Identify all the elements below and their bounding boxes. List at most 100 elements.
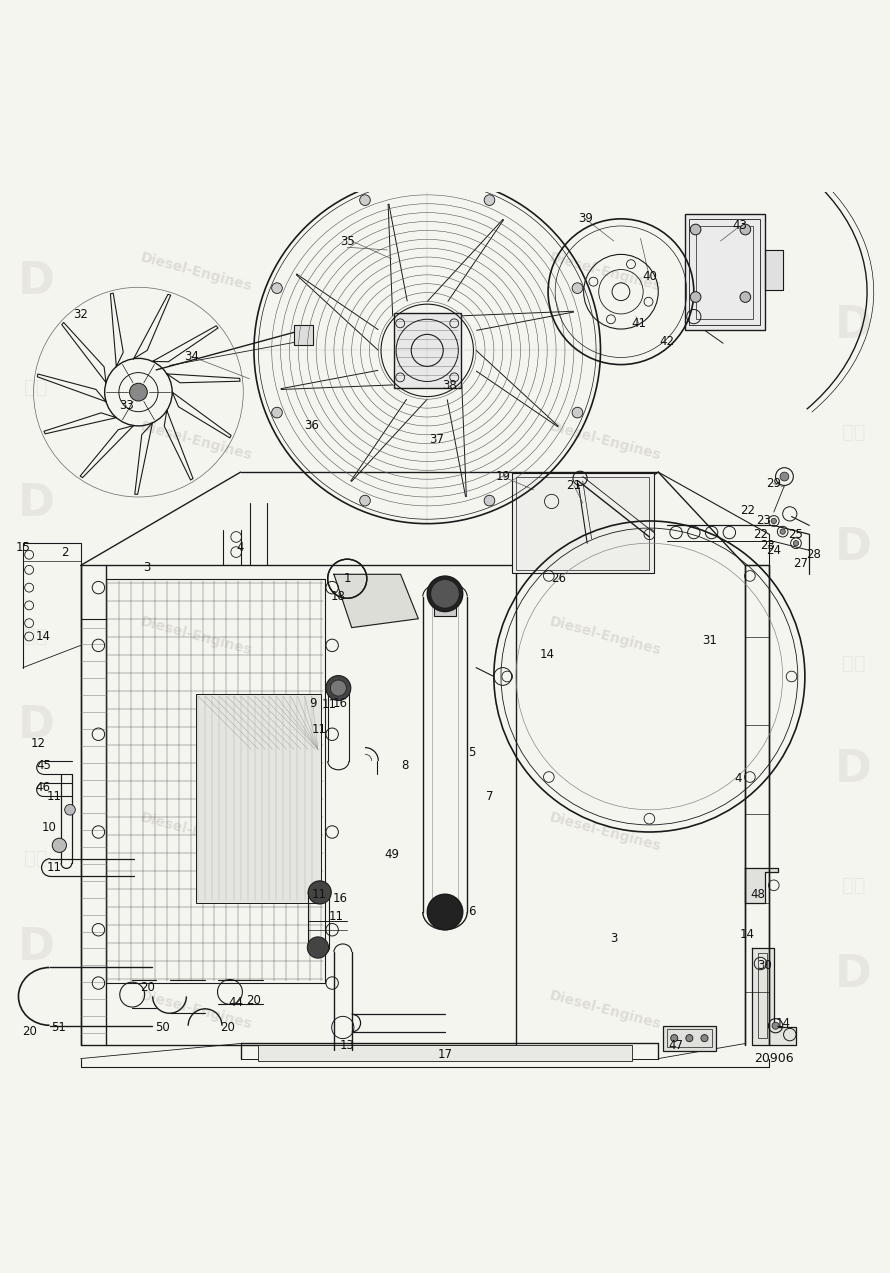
Text: 10: 10	[42, 821, 57, 834]
Text: 20906: 20906	[754, 1051, 794, 1066]
Text: D: D	[18, 704, 55, 747]
Text: 33: 33	[119, 398, 134, 412]
Text: 8: 8	[401, 759, 409, 771]
Text: 28: 28	[806, 549, 821, 561]
Text: 50: 50	[155, 1021, 170, 1034]
Circle shape	[308, 881, 331, 904]
Text: 3: 3	[611, 932, 618, 945]
Circle shape	[431, 579, 459, 608]
Text: 35: 35	[340, 234, 354, 247]
Circle shape	[130, 383, 148, 401]
Text: 动力: 动力	[842, 653, 865, 672]
Bar	[196, 694, 320, 903]
Text: 34: 34	[184, 350, 199, 363]
Text: 22: 22	[740, 504, 755, 517]
Circle shape	[780, 530, 785, 535]
Text: 46: 46	[36, 782, 51, 794]
Text: 11: 11	[312, 887, 327, 901]
Text: 30: 30	[757, 959, 773, 971]
Bar	[258, 1045, 632, 1062]
Text: 48: 48	[750, 887, 765, 901]
Text: 动力: 动力	[25, 378, 48, 397]
Circle shape	[740, 292, 750, 303]
Text: 21: 21	[566, 479, 581, 491]
Text: D: D	[18, 481, 55, 524]
Bar	[690, 219, 760, 326]
Text: 20: 20	[140, 981, 155, 994]
Text: 11: 11	[46, 861, 61, 875]
Text: 25: 25	[789, 528, 804, 541]
Text: Diesel-Engines: Diesel-Engines	[547, 811, 662, 854]
Circle shape	[484, 195, 495, 205]
Text: 2: 2	[61, 546, 69, 559]
Circle shape	[326, 676, 351, 700]
Text: 14: 14	[775, 1017, 790, 1030]
Text: 44: 44	[229, 995, 244, 1009]
Circle shape	[427, 577, 463, 611]
Polygon shape	[745, 867, 778, 903]
Circle shape	[780, 472, 789, 481]
Text: Diesel-Engines: Diesel-Engines	[139, 988, 254, 1031]
Text: 22: 22	[753, 528, 768, 541]
Bar	[516, 476, 650, 570]
Bar	[394, 313, 460, 388]
Text: 38: 38	[442, 379, 457, 392]
Text: 1: 1	[344, 573, 351, 586]
Text: 14: 14	[36, 630, 51, 643]
Circle shape	[793, 541, 798, 546]
Circle shape	[771, 518, 776, 523]
Bar	[434, 597, 456, 616]
Text: 23: 23	[760, 540, 775, 552]
Text: 40: 40	[642, 270, 657, 283]
Text: 31: 31	[702, 634, 717, 648]
Text: 20: 20	[220, 1021, 235, 1034]
Text: 16: 16	[333, 696, 348, 709]
Text: D: D	[835, 952, 872, 995]
Text: Diesel-Engines: Diesel-Engines	[547, 615, 662, 658]
Text: 37: 37	[429, 433, 443, 446]
Bar	[668, 1030, 712, 1046]
Text: Diesel-Engines: Diesel-Engines	[547, 419, 662, 462]
Text: 动力: 动力	[25, 628, 48, 645]
Text: 39: 39	[578, 213, 593, 225]
Circle shape	[691, 224, 701, 234]
Circle shape	[360, 495, 370, 505]
Text: 19: 19	[495, 470, 510, 482]
Text: 18: 18	[331, 589, 346, 603]
Circle shape	[572, 283, 583, 294]
Text: 16: 16	[333, 892, 348, 905]
Bar	[696, 227, 753, 320]
Text: 11: 11	[322, 699, 337, 712]
Text: 15: 15	[15, 541, 30, 554]
Text: D: D	[18, 260, 55, 303]
Text: Diesel-Engines: Diesel-Engines	[139, 419, 254, 462]
Polygon shape	[334, 574, 418, 628]
Bar	[294, 326, 313, 345]
Text: 4: 4	[237, 541, 245, 554]
Text: 42: 42	[659, 335, 675, 348]
Text: Diesel-Engines: Diesel-Engines	[139, 251, 254, 294]
Text: 43: 43	[732, 219, 748, 233]
Text: D: D	[835, 749, 872, 792]
Circle shape	[53, 838, 67, 853]
Text: D: D	[18, 925, 55, 969]
Text: 17: 17	[438, 1048, 452, 1060]
Circle shape	[572, 407, 583, 418]
Circle shape	[307, 937, 328, 959]
Circle shape	[772, 1022, 779, 1030]
Text: 11: 11	[312, 723, 327, 736]
Text: 12: 12	[30, 737, 45, 750]
Text: 23: 23	[756, 514, 771, 527]
Bar	[757, 953, 766, 1039]
Circle shape	[271, 407, 282, 418]
Text: 动力: 动力	[842, 876, 865, 895]
Circle shape	[740, 224, 750, 234]
Text: 9: 9	[310, 696, 317, 709]
Circle shape	[65, 805, 76, 815]
Circle shape	[427, 894, 463, 929]
Bar	[663, 1026, 716, 1050]
Text: 11: 11	[46, 791, 61, 803]
Text: 13: 13	[340, 1039, 355, 1051]
Text: 20: 20	[21, 1026, 36, 1039]
Text: D: D	[835, 304, 872, 348]
